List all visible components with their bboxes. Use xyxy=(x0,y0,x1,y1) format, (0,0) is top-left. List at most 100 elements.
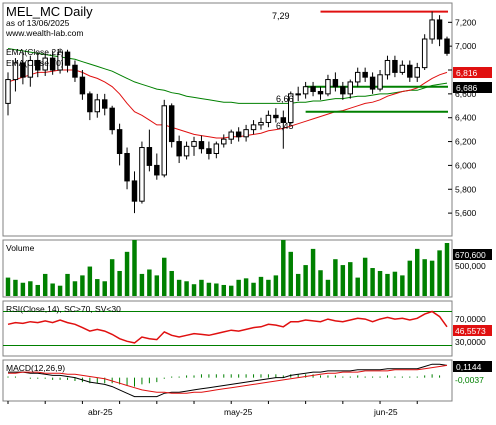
candle xyxy=(154,153,160,180)
candle xyxy=(146,129,153,172)
price-tick-label: 7,000 xyxy=(455,41,477,51)
candle xyxy=(235,127,242,142)
volume-bar xyxy=(310,248,316,296)
candle xyxy=(116,123,123,166)
ema70-line xyxy=(7,48,448,104)
x-label-abr: abr-25 xyxy=(88,407,113,417)
volume-bar xyxy=(50,283,55,296)
volume-bar xyxy=(243,278,249,296)
rsi-badge-value: 46,5573 xyxy=(455,326,486,336)
volume-bar xyxy=(355,277,360,296)
candle xyxy=(317,86,324,100)
high-level-label: 7,29 xyxy=(272,11,290,21)
volume-bar xyxy=(281,240,286,296)
candle xyxy=(384,55,391,80)
rsi-series xyxy=(7,310,448,344)
macd-label: MACD(12,26,9) xyxy=(6,363,65,373)
volume-bar xyxy=(35,284,40,296)
candle xyxy=(12,58,19,92)
ema21-legend: EMA(Close,21) xyxy=(6,47,64,57)
volume-badge xyxy=(453,249,492,260)
candle xyxy=(295,86,301,102)
candle xyxy=(168,103,175,148)
volume-bar xyxy=(20,282,26,296)
candle xyxy=(191,136,197,156)
candle xyxy=(354,67,361,87)
ema21-badge-value: 6,816 xyxy=(456,68,478,78)
volume-bar xyxy=(429,260,435,296)
volume-bar xyxy=(377,270,383,296)
candle xyxy=(42,53,48,76)
mid-level-label: 6,66 xyxy=(276,94,294,104)
candle xyxy=(258,117,264,130)
volume-bar xyxy=(162,257,167,296)
volume-bar xyxy=(422,259,427,296)
candle xyxy=(213,141,220,159)
volume-bar xyxy=(400,275,405,296)
candle xyxy=(198,135,205,154)
volume-bar xyxy=(444,243,450,296)
volume-bar xyxy=(184,281,189,296)
ema21-badge xyxy=(453,67,492,78)
candle xyxy=(265,110,272,128)
candle xyxy=(332,72,339,92)
chart-site: www.wealth-lab.com xyxy=(5,28,83,38)
price-tick-label: 5,800 xyxy=(455,184,477,194)
candle xyxy=(421,34,428,71)
volume-bar xyxy=(251,282,256,296)
low-level-label: 6,45 xyxy=(276,121,294,131)
volume-bar xyxy=(362,257,368,296)
volume-bar xyxy=(154,275,160,296)
volume-bar xyxy=(42,273,48,296)
candle xyxy=(399,60,406,75)
volume-bar xyxy=(147,269,152,296)
x-label-jun: jun-25 xyxy=(373,407,398,417)
volume-bar xyxy=(13,279,18,296)
volume-bar xyxy=(206,282,212,296)
volume-bar xyxy=(303,265,308,296)
price-tick-label: 6,400 xyxy=(455,113,477,123)
volume-bar xyxy=(28,281,33,296)
volume-bar xyxy=(370,268,375,296)
candle xyxy=(124,147,130,190)
volume-bar xyxy=(191,284,197,296)
candle xyxy=(377,70,383,92)
volume-bar xyxy=(176,279,182,296)
volume-bar xyxy=(72,281,78,296)
candle xyxy=(362,67,368,82)
price-panel xyxy=(2,2,453,237)
candle xyxy=(228,129,234,144)
candle xyxy=(206,141,212,160)
volume-badge-value: 670,600 xyxy=(455,250,486,260)
volume-bar xyxy=(139,273,145,296)
chart-date: as of 13/06/2025 xyxy=(6,18,70,28)
volume-bar xyxy=(80,275,85,296)
volume-bar xyxy=(333,259,338,296)
volume-bar xyxy=(348,262,353,296)
volume-bar xyxy=(214,283,219,296)
candle xyxy=(429,11,435,44)
volume-bar xyxy=(199,279,204,296)
candle xyxy=(57,48,63,74)
rsi-line xyxy=(3,310,452,346)
volume-bars xyxy=(5,240,450,296)
price-tick-label: 6,200 xyxy=(455,137,477,147)
candle xyxy=(340,81,346,100)
candle xyxy=(87,91,93,121)
volume-label: Volume xyxy=(6,243,35,253)
volume-bar xyxy=(117,270,122,296)
candle xyxy=(273,108,279,123)
macd-series xyxy=(8,363,448,398)
candle xyxy=(64,49,71,73)
rsi-label: RSI(Close,14), SC>70, SV<30 xyxy=(6,304,121,314)
candle xyxy=(139,141,145,204)
candle xyxy=(302,81,309,99)
volume-bar xyxy=(87,266,93,296)
volume-bar xyxy=(266,279,271,296)
candle xyxy=(72,60,78,82)
volume-bar xyxy=(102,281,107,296)
candle xyxy=(243,124,249,142)
candle xyxy=(436,15,443,47)
